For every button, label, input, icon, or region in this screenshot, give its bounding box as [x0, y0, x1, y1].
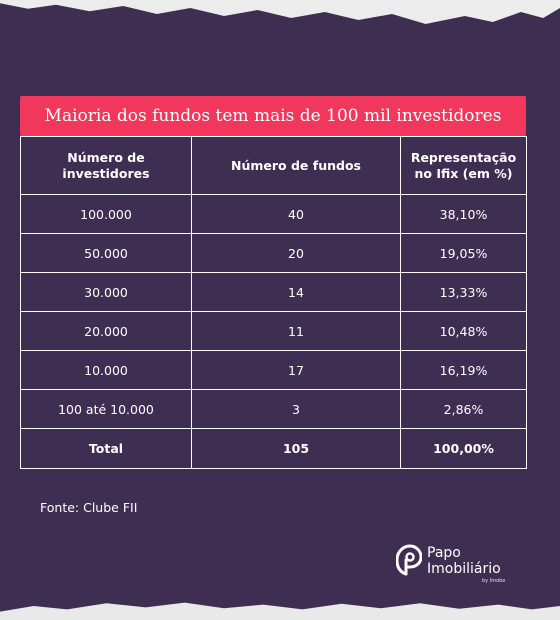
- cell-total-representacao: 100,00%: [400, 428, 527, 469]
- logo-text-papo: Papo: [427, 545, 461, 561]
- cell-representacao: 13,33%: [400, 272, 527, 312]
- papo-imobiliario-logo: Papo Imobiliário by Imobe: [396, 544, 506, 588]
- cell-representacao: 2,86%: [400, 389, 527, 429]
- source-note: Fonte: Clube FII: [40, 500, 138, 515]
- investors-table: Número de investidores Número de fundos …: [20, 136, 527, 469]
- table-row: 30.000 14 13,33%: [20, 272, 527, 312]
- cell-investidores: 10.000: [20, 350, 192, 390]
- cell-fundos: 40: [191, 194, 401, 234]
- table-header-row: Número de investidores Número de fundos …: [20, 136, 527, 195]
- cell-representacao: 38,10%: [400, 194, 527, 234]
- logo-text-by: by Imobe: [482, 578, 506, 584]
- torn-paper-bottom: [0, 602, 560, 620]
- header-representacao-ifix: Representação no Ifix (em %): [400, 136, 527, 195]
- cell-fundos: 3: [191, 389, 401, 429]
- header-text: Representação no Ifix (em %): [410, 149, 517, 181]
- header-numero-investidores: Número de investidores: [20, 136, 192, 195]
- table-total-row: Total 105 100,00%: [20, 428, 527, 469]
- cell-total-label: Total: [20, 428, 192, 469]
- header-numero-fundos: Número de fundos: [191, 136, 401, 195]
- table-row: 100.000 40 38,10%: [20, 194, 527, 234]
- table-row: 10.000 17 16,19%: [20, 350, 527, 390]
- cell-investidores: 50.000: [20, 233, 192, 273]
- cell-representacao: 19,05%: [400, 233, 527, 273]
- logo-text-imobiliario: Imobiliário: [427, 561, 501, 577]
- table-title: Maioria dos fundos tem mais de 100 mil i…: [20, 96, 526, 136]
- table-row: 50.000 20 19,05%: [20, 233, 527, 273]
- cell-fundos: 11: [191, 311, 401, 351]
- cell-representacao: 16,19%: [400, 350, 527, 390]
- cell-fundos: 20: [191, 233, 401, 273]
- cell-investidores: 100.000: [20, 194, 192, 234]
- cell-fundos: 17: [191, 350, 401, 390]
- header-text: Número de fundos: [231, 157, 361, 173]
- cell-investidores: 100 até 10.000: [20, 389, 192, 429]
- torn-paper-top: [0, 0, 560, 24]
- cell-representacao: 10,48%: [400, 311, 527, 351]
- table-title-text: Maioria dos fundos tem mais de 100 mil i…: [44, 106, 502, 126]
- cell-investidores: 30.000: [20, 272, 192, 312]
- table-row: 20.000 11 10,48%: [20, 311, 527, 351]
- cell-investidores: 20.000: [20, 311, 192, 351]
- speech-bubble-p-icon: [396, 544, 422, 576]
- table-row: 100 até 10.000 3 2,86%: [20, 389, 527, 429]
- cell-total-fundos: 105: [191, 428, 401, 469]
- cell-fundos: 14: [191, 272, 401, 312]
- header-text: Número de investidores: [62, 149, 150, 181]
